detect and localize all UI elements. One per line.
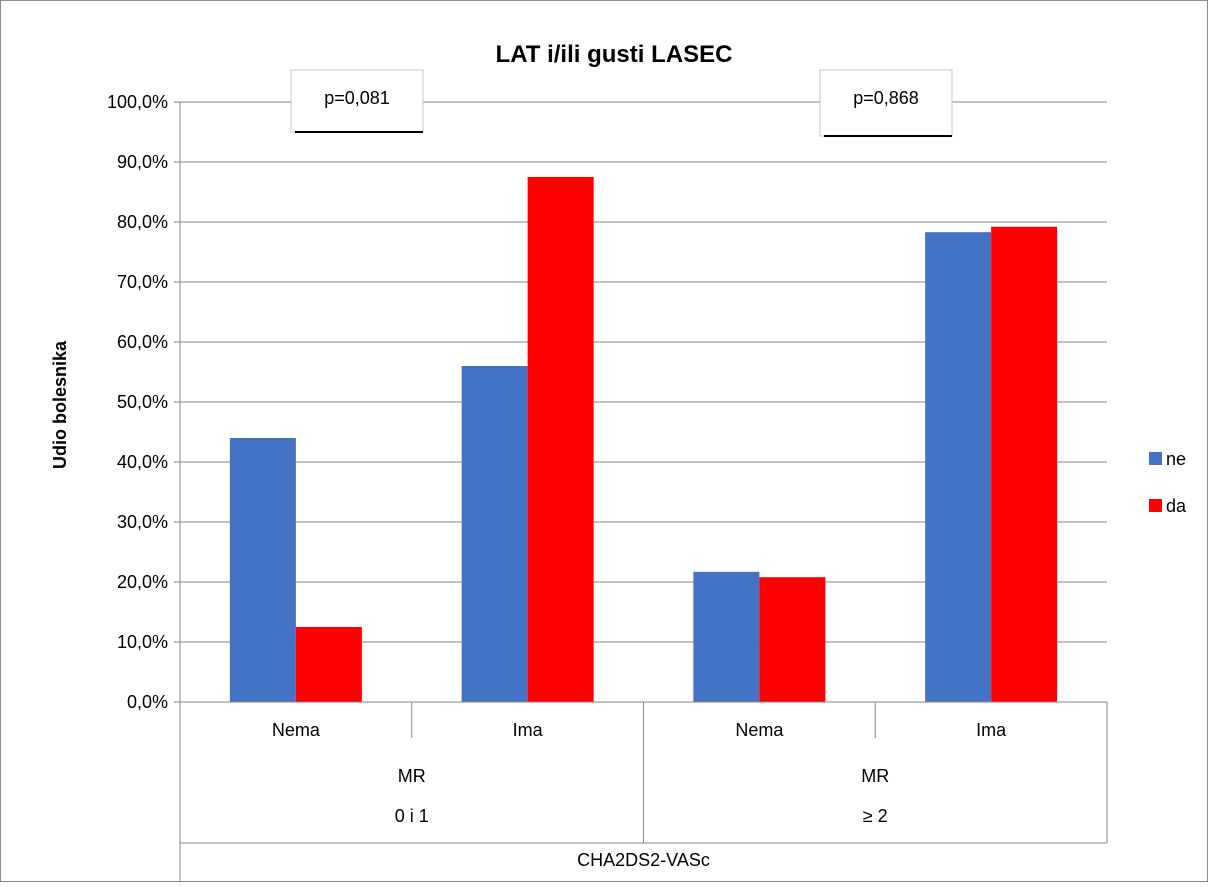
group-label-line2: 0 i 1	[395, 806, 429, 826]
y-axis-label: Udio bolesnika	[50, 340, 70, 469]
bar-ne	[229, 438, 296, 702]
y-tick-label: 100,0%	[107, 92, 168, 112]
legend-swatch-ne	[1149, 452, 1162, 465]
p-value-label: p=0,868	[853, 88, 919, 108]
y-tick-label: 0,0%	[127, 692, 168, 712]
p-value-label: p=0,081	[324, 88, 390, 108]
group-label-line1: MR	[398, 766, 426, 786]
y-tick-label: 80,0%	[117, 212, 168, 232]
p-value-box	[290, 69, 424, 133]
bar-ne	[925, 232, 992, 702]
bar-da	[527, 177, 594, 702]
p-value-box	[819, 69, 953, 137]
outer-axis-label: CHA2DS2-VASc	[577, 850, 710, 870]
x-category-label: Ima	[976, 720, 1007, 740]
bar-da	[759, 577, 826, 702]
y-tick-label: 10,0%	[117, 632, 168, 652]
y-tick-label: 60,0%	[117, 332, 168, 352]
y-tick-label: 90,0%	[117, 152, 168, 172]
y-tick-label: 30,0%	[117, 512, 168, 532]
y-tick-label: 40,0%	[117, 452, 168, 472]
bar-da	[295, 627, 362, 702]
chart-title: LAT i/ili gusti LASEC	[496, 41, 733, 68]
legend-label: da	[1166, 496, 1187, 516]
y-tick-label: 20,0%	[117, 572, 168, 592]
annotations: p=0,081 p=0,868	[290, 69, 953, 137]
axes: 0,0% 10,0% 20,0% 30,0% 40,0% 50,0% 60,0% 70,0% 8…	[107, 92, 1108, 882]
group-label-line1: MR	[861, 766, 889, 786]
bar-da	[991, 226, 1058, 703]
legend-swatch-da	[1149, 499, 1162, 512]
x-category-label: Nema	[272, 720, 321, 740]
y-tick-label: 70,0%	[117, 272, 168, 292]
group-label-line2: ≥ 2	[863, 806, 888, 826]
x-category-label: Nema	[735, 720, 784, 740]
y-tick-label: 50,0%	[117, 392, 168, 412]
bar-ne	[461, 366, 528, 702]
legend: ne da	[1149, 449, 1187, 516]
legend-label: ne	[1166, 449, 1186, 469]
x-category-label: Ima	[513, 720, 544, 740]
bar-ne	[693, 571, 760, 702]
bars	[229, 177, 1058, 703]
